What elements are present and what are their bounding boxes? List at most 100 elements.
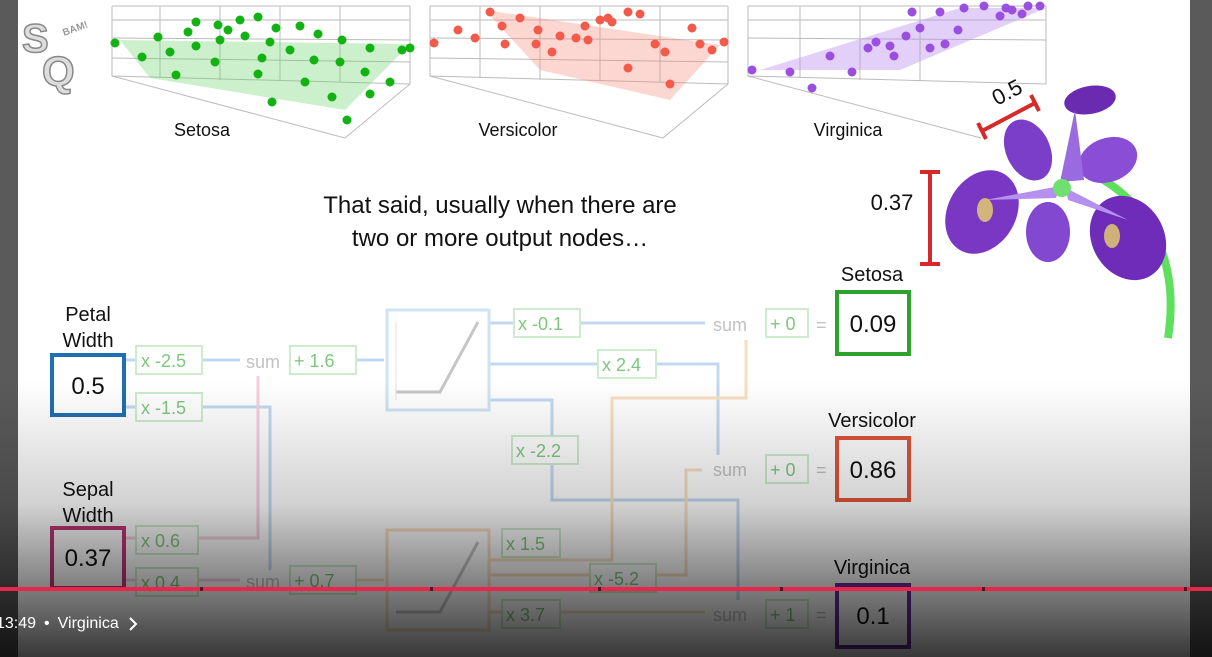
scatter-point bbox=[397, 45, 407, 55]
weight-o2: x 2.4 bbox=[602, 355, 641, 375]
top-hidden-sum: sum bbox=[246, 352, 280, 372]
player-time-row: 13:49 • Virginica bbox=[0, 612, 149, 636]
scatter-point bbox=[555, 31, 565, 41]
scatter-point bbox=[500, 39, 510, 49]
output-value-setosa: 0.09 bbox=[850, 311, 897, 338]
scatter-point bbox=[183, 27, 193, 37]
chapter-marker bbox=[430, 587, 433, 591]
scatter-point bbox=[285, 45, 295, 55]
scatter-point bbox=[635, 9, 645, 19]
output-virginica: Virginica 0.1 bbox=[834, 557, 911, 649]
scatter-point bbox=[583, 35, 593, 45]
scatter-point bbox=[595, 15, 605, 25]
chapter-title: Virginica bbox=[57, 615, 119, 632]
scatter-point bbox=[253, 12, 263, 22]
scatter-point bbox=[925, 43, 935, 53]
input-sepal-label-2: Width bbox=[62, 505, 113, 527]
plot-virginica: Virginica bbox=[747, 1, 1047, 140]
scatter-point bbox=[257, 53, 267, 63]
scatter-point bbox=[235, 15, 245, 25]
scatter-point bbox=[665, 79, 675, 89]
scatter-point bbox=[807, 83, 817, 93]
weight-w1: x -2.5 bbox=[141, 351, 186, 371]
scatter-point bbox=[191, 41, 201, 51]
scatter-point bbox=[901, 31, 911, 41]
scatter-point bbox=[863, 43, 873, 53]
plot-label-versicolor: Versicolor bbox=[478, 120, 557, 140]
scatter-point bbox=[515, 13, 525, 23]
output-sum-virginica: sum bbox=[713, 605, 747, 625]
scatter-point bbox=[342, 115, 352, 125]
scatter-point bbox=[995, 11, 1005, 21]
scatter-point bbox=[660, 47, 670, 57]
progress-bar-played bbox=[0, 587, 1212, 591]
scatter-point bbox=[695, 39, 705, 49]
scatter-point bbox=[1023, 1, 1033, 11]
output-versicolor: Versicolor 0.86 bbox=[828, 410, 916, 502]
scatter-point bbox=[365, 89, 375, 99]
scatter-point bbox=[1017, 9, 1027, 19]
scatter-point bbox=[907, 7, 917, 17]
measure-vertical-value: 0.37 bbox=[871, 190, 914, 215]
scatter-point bbox=[165, 47, 175, 57]
scatter-point bbox=[533, 25, 543, 35]
scatter-point bbox=[571, 33, 581, 43]
scatter-point bbox=[295, 21, 305, 31]
weight-o3: x -2.2 bbox=[516, 441, 561, 461]
chevron-right-icon bbox=[129, 617, 138, 631]
svg-text:Q: Q bbox=[42, 48, 75, 95]
plot-label-setosa: Setosa bbox=[174, 120, 231, 140]
scatter-point bbox=[171, 70, 181, 80]
input-sepal-label-1: Sepal bbox=[62, 479, 113, 501]
output-value-versicolor: 0.86 bbox=[850, 457, 897, 484]
input-petal-label-2: Width bbox=[62, 330, 113, 352]
scatter-point bbox=[335, 57, 345, 67]
scatter-point bbox=[623, 7, 633, 17]
statquest-logo: S Q BAM! bbox=[20, 6, 108, 96]
chapter-marker bbox=[982, 587, 985, 591]
scatter-point bbox=[153, 32, 163, 42]
current-time: 13:49 bbox=[0, 615, 37, 632]
scatter-point bbox=[360, 67, 370, 77]
scatter-point bbox=[889, 51, 899, 61]
scatter-point bbox=[313, 29, 323, 39]
iris-flower-illustration bbox=[945, 85, 1175, 339]
scatter-point bbox=[210, 57, 220, 67]
input-sepal-width: Sepal Width 0.37 bbox=[50, 479, 126, 590]
scatter-point bbox=[953, 25, 963, 35]
plot-setosa: Setosa bbox=[110, 5, 415, 140]
scatter-point bbox=[1035, 1, 1045, 11]
scatter-point bbox=[267, 97, 277, 107]
output-sum-setosa: sum bbox=[713, 315, 747, 335]
scatter-point bbox=[240, 31, 250, 41]
scatter-point bbox=[309, 55, 319, 65]
chapter-title-button[interactable]: Virginica bbox=[58, 615, 141, 633]
scatter-point bbox=[531, 39, 541, 49]
scatter-point bbox=[327, 92, 337, 102]
output-bias-versicolor: + 0 bbox=[770, 460, 796, 480]
scatter-point bbox=[429, 38, 439, 48]
scatter-point bbox=[253, 69, 263, 79]
svg-text:S: S bbox=[22, 17, 49, 61]
output-eq-setosa: = bbox=[816, 315, 827, 335]
scatter-point bbox=[547, 47, 557, 57]
progress-bar[interactable] bbox=[0, 587, 1212, 591]
scatter-point bbox=[940, 39, 950, 49]
scatter-point bbox=[785, 67, 795, 77]
chapter-marker bbox=[598, 587, 601, 591]
top-hidden-bias: + 1.6 bbox=[294, 351, 335, 371]
scatter-point bbox=[271, 23, 281, 33]
weight-w3: x 0.6 bbox=[141, 531, 180, 551]
scatter-point bbox=[497, 21, 507, 31]
scatter-point bbox=[137, 52, 147, 62]
scatter-point bbox=[385, 77, 395, 87]
scatter-point bbox=[365, 43, 375, 53]
scatter-point bbox=[959, 3, 969, 13]
scatter-point bbox=[191, 17, 201, 27]
scatter-point bbox=[687, 23, 697, 33]
plot-versicolor: Versicolor bbox=[429, 5, 729, 140]
weight-o1: x -0.1 bbox=[518, 314, 563, 334]
output-bias-setosa: + 0 bbox=[770, 314, 796, 334]
scatter-point bbox=[847, 67, 857, 77]
